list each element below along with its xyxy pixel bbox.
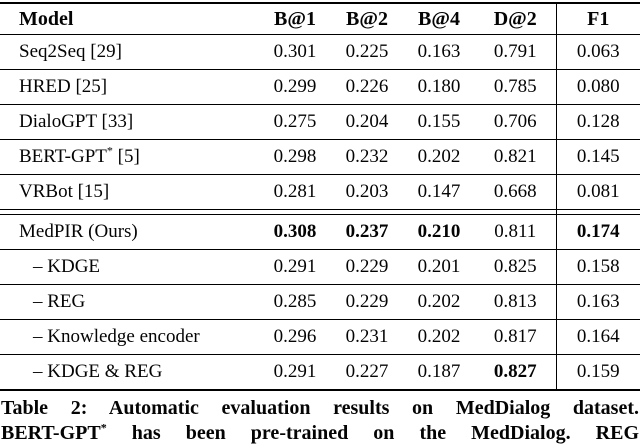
metric-value-cell: 0.298: [259, 139, 331, 175]
results-table: Model B@1 B@2 B@4 D@2 F1 Seq2Seq [29] 0.301 0.2…: [0, 2, 640, 391]
metric-value-cell: 0.825: [475, 249, 556, 285]
section-separator-cell: [0, 209, 556, 215]
metric-value-cell: 0.145: [555, 139, 640, 175]
metric-value-cell: 0.299: [259, 69, 331, 105]
model-name-cell: Seq2Seq [29]: [0, 34, 259, 70]
metric-value-cell: 0.081: [555, 174, 640, 210]
metric-value-cell: 0.308: [259, 214, 331, 250]
metric-value-cell: 0.159: [555, 354, 640, 390]
column-header-b4: B@4: [403, 3, 475, 35]
metric-value-cell: 0.227: [345, 360, 389, 382]
column-header-b1: B@1: [259, 3, 331, 35]
table-row: DialoGPT [33] 0.275 0.204 0.155 0.706 0.128: [0, 104, 640, 140]
column-header-model: Model: [0, 3, 259, 35]
metric-value-cell: 0.226: [331, 69, 403, 105]
metric-value-cell: 0.296: [259, 319, 331, 355]
metric-value-cell: 0.817: [475, 319, 556, 355]
model-name-cell: MedPIR (Ours): [0, 214, 259, 250]
metric-value-cell: 0.174: [555, 214, 640, 250]
metric-value-cell: 0.155: [403, 104, 475, 140]
table-caption: Table 2: Automatic evaluation results on…: [0, 396, 640, 444]
metric-value-cell: 0.827: [493, 360, 537, 382]
table-row: BERT-GPT* [5] 0.298 0.232 0.202 0.821 0.145: [0, 139, 640, 175]
table-row: – KDGE & REG 0.291 0.227 0.187 0.827 0.159: [0, 354, 640, 390]
table-row: HRED [25] 0.299 0.226 0.180 0.785 0.080: [0, 69, 640, 105]
metric-value-cell: 0.128: [555, 104, 640, 140]
model-name-cell: – KDGE & REG: [33, 360, 163, 382]
metric-value-cell: 0.706: [475, 104, 556, 140]
section-separator-cell: [555, 209, 640, 215]
model-name-cell: BERT-GPT* [5]: [0, 139, 259, 175]
metric-value-cell: 0.202: [403, 284, 475, 320]
metric-value-cell: 0.791: [475, 34, 556, 70]
column-header-f1: F1: [555, 3, 640, 35]
column-header-d2: D@2: [475, 3, 556, 35]
metric-value-cell: 0.281: [259, 174, 331, 210]
metric-value-cell: 0.285: [259, 284, 331, 320]
metric-value-cell: 0.164: [555, 319, 640, 355]
table-row: – KDGE 0.291 0.229 0.201 0.825 0.158: [0, 249, 640, 285]
metric-value-cell: 0.232: [331, 139, 403, 175]
section-separator: [0, 209, 640, 215]
metric-value-cell: 0.231: [331, 319, 403, 355]
metric-value-cell: 0.811: [475, 214, 556, 250]
metric-value-cell: 0.180: [403, 69, 475, 105]
metric-value-cell: 0.163: [403, 34, 475, 70]
table-header: Model B@1 B@2 B@4 D@2 F1: [0, 3, 640, 35]
metric-value-cell: 0.229: [331, 284, 403, 320]
metric-value-cell: 0.668: [475, 174, 556, 210]
metric-value-cell: 0.210: [403, 214, 475, 250]
metric-value-cell: 0.229: [331, 249, 403, 285]
model-name-cell: – KDGE: [0, 249, 259, 285]
table-row: MedPIR (Ours) 0.308 0.237 0.210 0.811 0.174: [0, 214, 640, 250]
metric-value-cell: 0.187: [417, 360, 461, 382]
model-name-cell: DialoGPT [33]: [0, 104, 259, 140]
metric-value-cell: 0.821: [475, 139, 556, 175]
table-row: – Knowledge encoder 0.296 0.231 0.202 0.817 0…: [0, 319, 640, 355]
model-name-cell: – Knowledge encoder: [0, 319, 259, 355]
header-row: Model B@1 B@2 B@4 D@2 F1: [0, 3, 640, 35]
caption-line-1: Table 2: Automatic evaluation results on…: [1, 396, 639, 419]
metric-value-cell: 0.201: [403, 249, 475, 285]
metric-value-cell: 0.813: [475, 284, 556, 320]
table-row: Seq2Seq [29] 0.301 0.225 0.163 0.791 0.063: [0, 34, 640, 70]
metric-value-cell: 0.275: [259, 104, 331, 140]
metric-value-cell: 0.202: [403, 319, 475, 355]
metric-value-cell: 0.204: [331, 104, 403, 140]
caption-line-2: BERT-GPT* has been pre-trained on the Me…: [1, 419, 639, 444]
metric-value-cell: 0.291: [259, 249, 331, 285]
table-row: VRBot [15] 0.281 0.203 0.147 0.668 0.081: [0, 174, 640, 210]
model-name-cell: HRED [25]: [0, 69, 259, 105]
metric-value-cell: 0.147: [403, 174, 475, 210]
model-name-cell: – REG: [0, 284, 259, 320]
metric-value-cell: 0.202: [403, 139, 475, 175]
metric-value-cell: 0.291: [273, 360, 317, 382]
metric-value-cell: 0.225: [331, 34, 403, 70]
metric-value-cell: 0.158: [555, 249, 640, 285]
table-row: – REG 0.285 0.229 0.202 0.813 0.163: [0, 284, 640, 320]
metric-value-cell: 0.163: [555, 284, 640, 320]
metric-value-cell: 0.080: [555, 69, 640, 105]
metric-value-cell: 0.063: [555, 34, 640, 70]
metric-value-cell: 0.301: [259, 34, 331, 70]
column-header-b2: B@2: [331, 3, 403, 35]
model-name-cell: VRBot [15]: [0, 174, 259, 210]
metric-value-cell: 0.237: [331, 214, 403, 250]
metric-value-cell: 0.203: [331, 174, 403, 210]
metric-value-cell: 0.785: [475, 69, 556, 105]
